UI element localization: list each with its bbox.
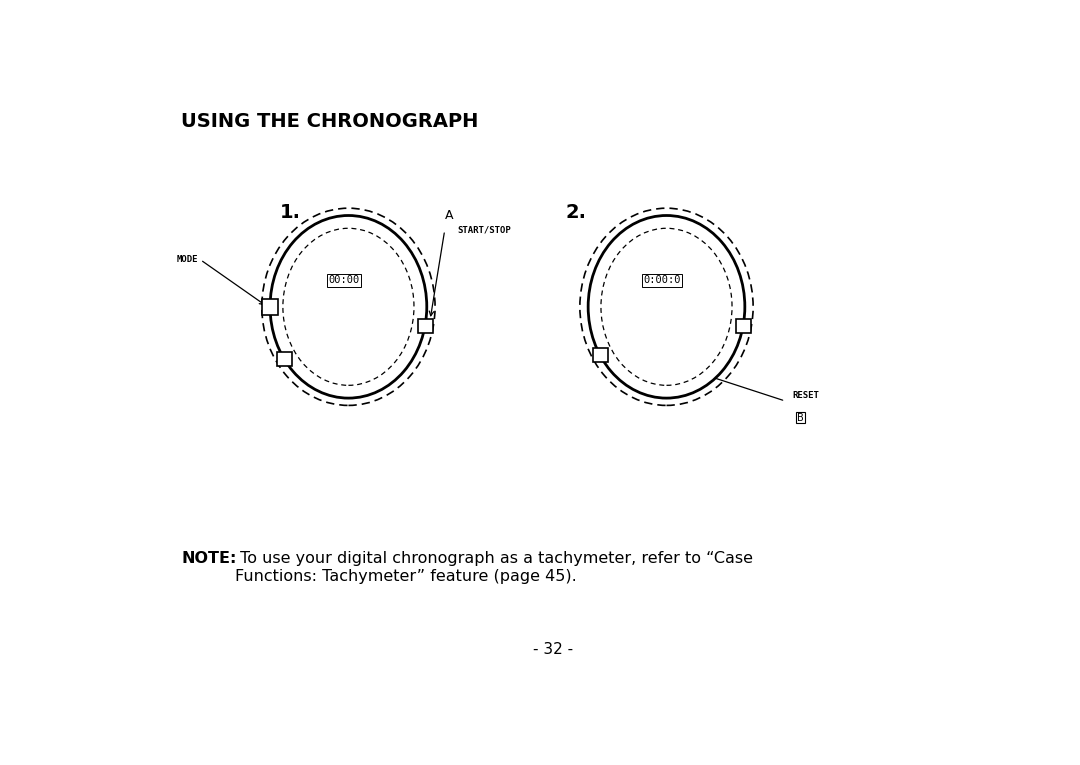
Text: 1.: 1. (280, 203, 300, 222)
FancyBboxPatch shape (593, 348, 608, 363)
Text: MODE: MODE (176, 256, 198, 264)
Text: A: A (445, 209, 454, 222)
Text: START/STOP: START/STOP (457, 226, 511, 235)
Ellipse shape (600, 228, 732, 386)
Text: NOTE:: NOTE: (181, 552, 237, 566)
Ellipse shape (589, 216, 745, 398)
FancyBboxPatch shape (418, 319, 433, 333)
Text: RESET: RESET (792, 391, 819, 399)
FancyBboxPatch shape (735, 319, 751, 333)
Text: 0:00:0: 0:00:0 (644, 275, 681, 285)
Text: 2.: 2. (566, 203, 586, 222)
FancyBboxPatch shape (261, 298, 279, 315)
Ellipse shape (283, 228, 414, 386)
FancyBboxPatch shape (276, 352, 292, 366)
Ellipse shape (270, 216, 427, 398)
Text: To use your digital chronograph as a tachymeter, refer to “Case
Functions: Tachy: To use your digital chronograph as a tac… (235, 552, 754, 584)
Text: B: B (797, 412, 804, 422)
Text: - 32 -: - 32 - (534, 643, 573, 657)
Text: USING THE CHRONOGRAPH: USING THE CHRONOGRAPH (181, 112, 478, 132)
Text: 00:00: 00:00 (328, 275, 360, 285)
